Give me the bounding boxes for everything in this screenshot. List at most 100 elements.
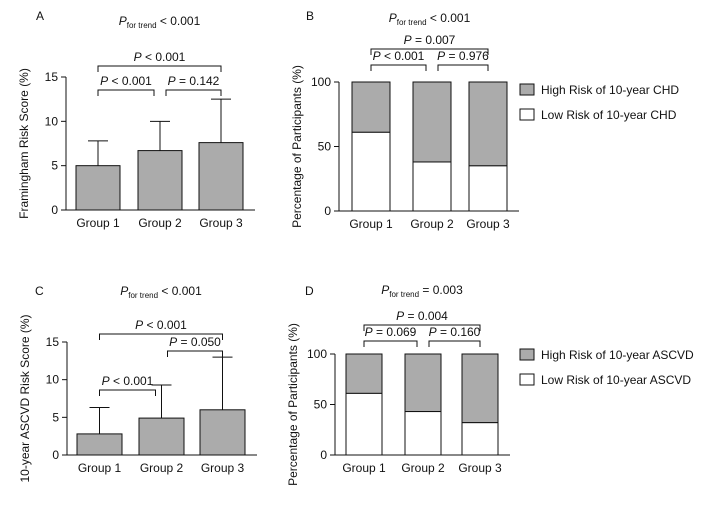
panel-d-x-tick-label: Group 3 (458, 461, 502, 475)
panel-d-bar-low-2 (404, 411, 442, 456)
panel-b-legend-swatch-1 (519, 83, 535, 96)
panel-c-bracket-label-3: P < 0.001 (135, 318, 187, 332)
panel-c-x-tick-label: Group 1 (78, 461, 122, 475)
panel-d: D Pfor trend = 0.003 0 50 100 Percentage of P… (286, 283, 694, 486)
panel-b-trend-text-p: P (389, 11, 397, 25)
panel-d-bracket-2 (428, 340, 481, 347)
panel-d-bracket-label-2: P = 0.160 (429, 325, 481, 339)
panel-d-trend-text-subscript: for trend (389, 290, 419, 299)
panel-a-x-tick-label: Group 1 (76, 216, 120, 230)
panel-d-y-tick-label: 50 (314, 398, 328, 412)
panel-a-bracket-label-2-p: P (168, 74, 176, 88)
panel-b-trend-text-value: < 0.001 (427, 11, 471, 25)
panel-d-bracket-3 (363, 324, 481, 331)
panel-c-x-tick-label: Group 3 (201, 461, 245, 475)
panel-b-legend-label-1: High Risk of 10-year CHD (541, 83, 679, 97)
panel-a-bracket-label-1-value: < 0.001 (108, 74, 152, 88)
panel-b-bar-low-3 (468, 165, 508, 212)
panel-d-bracket-label-3: P = 0.004 (396, 309, 448, 323)
panel-c-trend-text: Pfor trend < 0.001 (120, 284, 202, 300)
panel-b-bracket-1 (370, 64, 427, 71)
panel-c-trend-text-value: < 0.001 (158, 284, 202, 298)
panel-b-bracket-label-3-p: P (404, 33, 412, 47)
panel-c-bracket-label-2: P = 0.050 (169, 335, 221, 349)
panel-d-label: D (305, 284, 314, 298)
panel-c-bracket-label-1: P < 0.001 (102, 374, 154, 388)
panel-b-legend-label-2: Low Risk of 10-year CHD (541, 108, 677, 122)
panel-a-y-tick-label: 0 (51, 203, 58, 217)
panel-d-bracket-label-2-p: P (429, 325, 437, 339)
panel-d-legend-label-1: High Risk of 10-year ASCVD (541, 348, 694, 362)
panel-d-trend-text-p: P (381, 283, 389, 297)
panel-d-bracket-label-2-value: = 0.160 (437, 325, 481, 339)
panel-a-bracket-3 (97, 65, 222, 72)
panel-b-bar-high-2 (412, 81, 452, 163)
panel-d-bar-low-1 (345, 392, 383, 456)
panel-a-bar-1 (75, 165, 121, 211)
panel-b-y-tick-label: 50 (318, 140, 332, 154)
panel-c-y-tick-label: 0 (52, 448, 59, 462)
panel-b-legend-swatch-2 (519, 108, 535, 121)
panel-a-y-tick-label: 5 (51, 159, 58, 173)
panel-d-trend-text: Pfor trend = 0.003 (381, 283, 463, 299)
panel-d-legend-swatch-1 (519, 348, 535, 361)
panel-c-y-tick-label: 15 (46, 335, 60, 349)
panel-b-bracket-3 (370, 48, 489, 55)
panel-c-trend-text-subscript: for trend (128, 291, 158, 300)
panel-b-x-tick-label: Group 3 (466, 217, 510, 231)
panel-b-bracket-2 (437, 64, 489, 71)
panel-b-trend-text-subscript: for trend (397, 18, 427, 27)
panel-b-x-tick-label: Group 1 (349, 217, 393, 231)
panel-a-bracket-1 (97, 89, 155, 96)
panel-c-trend-text-p: P (120, 284, 128, 298)
panel-b-bracket-label-1: P < 0.001 (373, 49, 425, 63)
panel-d-x-tick-label: Group 1 (342, 461, 386, 475)
panel-c-bracket-label-2-p: P (169, 335, 177, 349)
panel-b-bracket-label-2-p: P (437, 49, 445, 63)
panel-a-trend-text: Pfor trend < 0.001 (119, 14, 201, 30)
panel-d-bar-high-1 (345, 353, 383, 394)
panel-a-x-tick-label: Group 2 (138, 216, 182, 230)
panel-a-bracket-label-1-p: P (100, 74, 108, 88)
panel-c-x-tick-label: Group 2 (140, 461, 184, 475)
panel-c-bracket-label-2-value: = 0.050 (177, 335, 221, 349)
panel-a-y-tick-label: 15 (45, 70, 59, 84)
panel-c-bracket-label-3-value: < 0.001 (143, 318, 187, 332)
panel-a-bar-3 (198, 142, 244, 211)
panel-d-bracket-label-1-value: = 0.069 (373, 325, 417, 339)
panel-b: B Pfor trend < 0.001 0 50 100 Percentage of P… (290, 9, 679, 231)
panel-b-bracket-label-3-value: = 0.007 (412, 33, 456, 47)
panel-c-y-tick-label: 10 (46, 373, 60, 387)
panel-a-bracket-label-3: P < 0.001 (134, 50, 186, 64)
panel-d-x-tick-label: Group 2 (401, 461, 445, 475)
panel-d-bracket-label-3-value: = 0.004 (404, 309, 448, 323)
panel-c-bracket-label-1-p: P (102, 374, 110, 388)
panel-b-x-tick-label: Group 2 (410, 217, 454, 231)
panel-b-bracket-label-1-value: < 0.001 (381, 49, 425, 63)
panel-d-legend-label-2: Low Risk of 10-year ASCVD (541, 373, 691, 387)
panel-c-y-axis-label: 10-year ASCVD Risk Score (%) (18, 314, 32, 482)
panel-c-bracket-label-3-p: P (135, 318, 143, 332)
panel-d-bracket-label-1-p: P (365, 325, 373, 339)
panel-a-bracket-label-2-value: = 0.142 (176, 74, 220, 88)
panel-a: A Pfor trend < 0.001 0 5 10 15 Framingham Risk… (17, 9, 255, 230)
panel-c-bracket-2 (167, 350, 223, 357)
panel-d-y-tick-label: 0 (320, 448, 327, 462)
panel-a-bracket-label-1: P < 0.001 (100, 74, 152, 88)
panel-d-y-tick-label: 100 (307, 347, 327, 361)
panel-b-bracket-label-3: P = 0.007 (404, 33, 456, 47)
panel-d-bar-high-2 (404, 353, 442, 413)
panel-b-y-axis-label: Percentage of Participants (%) (290, 65, 304, 228)
panel-c-bracket-1 (99, 389, 156, 396)
panel-d-y-axis-label: Percentage of Participants (%) (286, 323, 300, 486)
panel-a-bracket-label-2: P = 0.142 (168, 74, 220, 88)
panel-a-y-tick-label: 10 (45, 114, 59, 128)
panel-b-y-tick-label: 100 (311, 75, 331, 89)
panel-c: C Pfor trend < 0.001 0 5 10 15 10-year ASCVD R… (18, 284, 257, 483)
panel-b-label: B (306, 9, 314, 23)
panel-b-bar-high-1 (351, 81, 391, 133)
panel-d-trend-text-value: = 0.003 (419, 283, 463, 297)
panel-d-bracket-label-1: P = 0.069 (365, 325, 417, 339)
